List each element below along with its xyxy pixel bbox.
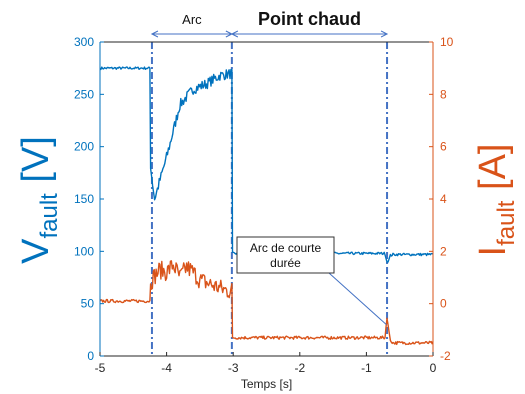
span-label-1: Point chaud <box>258 9 361 29</box>
y-axis-right-label-unit: [A] <box>472 144 514 201</box>
y-axis-left-label: Vfault [V] <box>15 136 63 264</box>
callout-box <box>236 236 335 274</box>
y-right-tick-label-0: -2 <box>440 349 451 363</box>
span-arrowhead-end-1 <box>380 30 389 38</box>
y-right-tick-label-3: 4 <box>440 192 447 206</box>
y-axis-left-label-main: V <box>15 238 57 264</box>
x-tick-label-5: 0 <box>430 361 437 375</box>
y-axis-left-label-sub: fault <box>36 193 63 239</box>
y-left-tick-label-2: 100 <box>74 244 94 258</box>
x-tick-label-1: -4 <box>161 361 172 375</box>
y-left-tick-label-3: 150 <box>74 192 94 206</box>
span-label-0: Arc <box>182 12 202 27</box>
callout-text-line1: Arc de courte <box>250 241 322 255</box>
x-tick-label-3: -2 <box>294 361 305 375</box>
chart-labels: -5 -4 -3 -2 -1 0050100150200250300-20246810Te… <box>15 9 520 391</box>
y-right-tick-label-1: 0 <box>440 297 447 311</box>
chart-axes <box>99 41 434 357</box>
callout-leader-line <box>328 272 387 325</box>
current-series-line <box>99 260 434 346</box>
y-left-tick-label-0: 0 <box>87 349 94 363</box>
y-axis-right-label: Ifault [A] <box>472 144 520 257</box>
x-tick-label-0: -5 <box>95 361 106 375</box>
x-tick-label-4: -1 <box>361 361 372 375</box>
y-left-tick-label-5: 250 <box>74 87 94 101</box>
y-right-tick-label-5: 8 <box>440 87 447 101</box>
y-left-tick-label-1: 50 <box>81 297 95 311</box>
y-right-tick-label-6: 10 <box>440 35 454 49</box>
span-arrowhead-start-0 <box>150 30 159 38</box>
y-axis-left-label-unit: [V] <box>15 136 57 193</box>
span-arrowhead-start-1 <box>230 30 239 38</box>
x-axis-label: Temps [s] <box>241 377 292 391</box>
x-tick-label-2: -3 <box>228 361 239 375</box>
y-left-tick-label-4: 200 <box>74 140 94 154</box>
callout-text-line2: durée <box>270 256 301 270</box>
chart-marks <box>99 30 434 356</box>
y-axis-right-label-main: I <box>472 246 514 257</box>
y-right-tick-label-4: 6 <box>440 140 447 154</box>
y-axis-right-label-sub: fault <box>493 200 520 246</box>
y-left-tick-label-6: 300 <box>74 35 94 49</box>
voltage-series-line <box>99 66 434 263</box>
y-right-tick-label-2: 2 <box>440 244 447 258</box>
